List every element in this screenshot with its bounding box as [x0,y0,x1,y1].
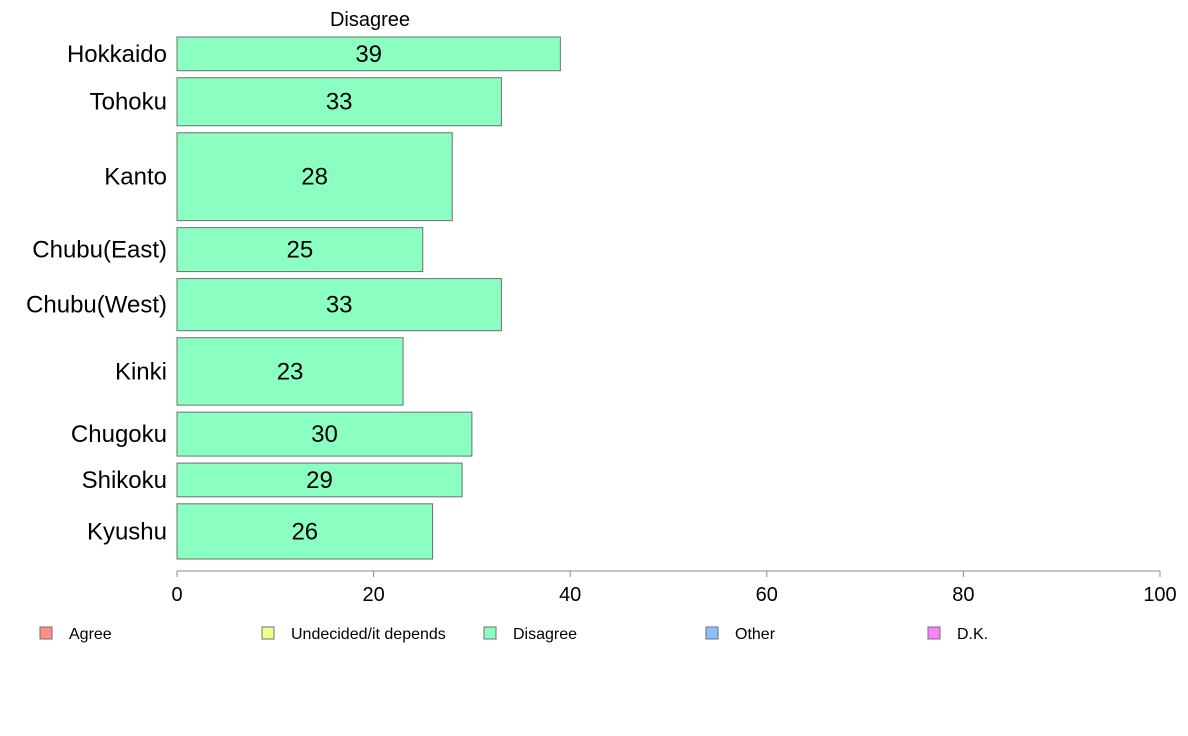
x-tick-label: 100 [1143,584,1176,606]
x-tick-label: 40 [559,584,581,606]
bar-value-label: 33 [326,89,353,116]
legend-swatch [39,626,53,640]
bar-value-label: 33 [326,292,353,319]
legend-swatch [261,626,275,640]
bar-value-label: 25 [287,237,314,264]
legend: Agree Undecided/it depends Disagree Other D.… [39,626,988,643]
x-tick-label: 0 [171,584,182,606]
bar-value-label: 28 [301,164,328,191]
category-label: Chubu(East) [32,237,167,264]
chart-title: Disagree [330,9,410,31]
category-label: Hokkaido [67,41,167,68]
bar-chubu-east [176,227,424,273]
bar-value-label: 26 [291,518,318,545]
category-label: Kanto [104,164,167,191]
x-tick-label: 20 [362,584,384,606]
bar-kinki [176,337,404,406]
bar-value-label: 23 [277,358,304,385]
bar-tohoku [176,77,502,127]
bar-chubu-west [176,278,502,332]
x-tick-label: 60 [756,584,778,606]
legend-label: Undecided/it depends [291,626,446,643]
bar-value-label: 29 [306,467,333,494]
bar-kyushu [176,503,434,560]
bar-value-label: 39 [355,41,382,68]
legend-swatch [483,626,497,640]
bar-kanto [176,132,453,222]
x-tick-label: 80 [952,584,974,606]
legend-label: Other [735,626,776,643]
legend-swatch [705,626,719,640]
legend-swatch [927,626,941,640]
legend-label: Disagree [513,626,577,643]
bars-group: Hokkaido 39 Tohoku 33 Kanto 28 Chubu(East) 25 Ch… [26,36,561,560]
category-label: Kyushu [87,518,167,545]
category-label: Shikoku [82,467,167,494]
category-label: Tohoku [90,89,167,116]
category-label: Chubu(West) [26,292,167,319]
legend-label: Agree [69,626,112,643]
bar-value-label: 30 [311,421,338,448]
bar-shikoku [176,462,463,498]
category-label: Kinki [115,358,167,385]
bar-chugoku [176,411,473,457]
legend-label: D.K. [957,626,988,643]
category-label: Chugoku [71,421,167,448]
x-axis: 0 20 40 60 80 100 [171,570,1177,606]
bar-hokkaido [176,36,561,72]
